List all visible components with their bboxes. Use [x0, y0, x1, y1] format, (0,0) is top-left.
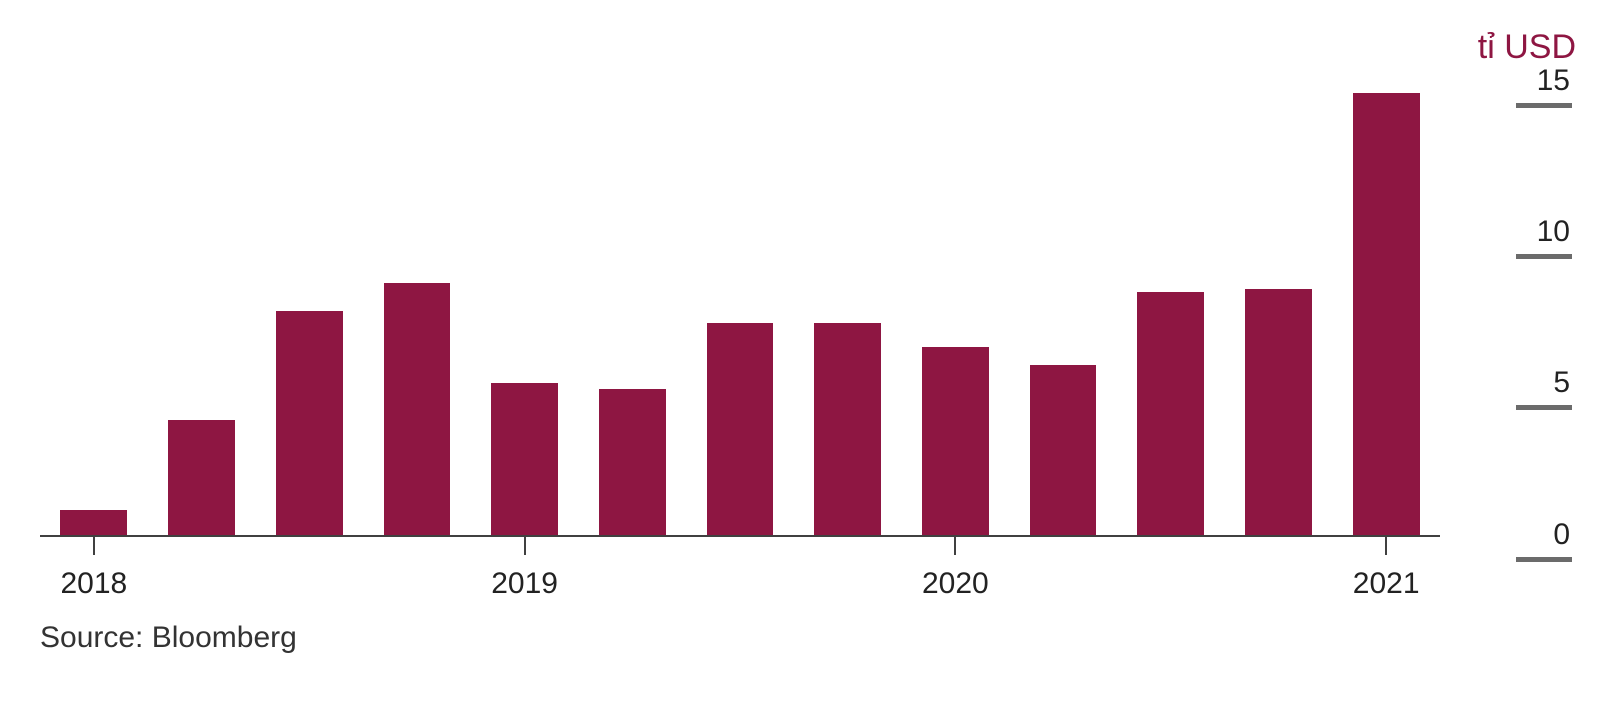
y-tick-label: 5	[1553, 366, 1570, 400]
bar	[1245, 289, 1312, 534]
bar	[1030, 365, 1097, 535]
bar	[384, 283, 451, 534]
y-tick-label: 15	[1537, 64, 1570, 98]
x-tick	[1385, 537, 1387, 555]
bar	[922, 347, 989, 535]
bar	[1353, 93, 1420, 535]
x-axis-label: 2020	[922, 567, 989, 601]
bar	[491, 383, 558, 534]
x-tick	[954, 537, 956, 555]
x-axis-label: 2021	[1353, 567, 1420, 601]
x-tick	[93, 537, 95, 555]
bar	[1137, 292, 1204, 534]
y-tick-label: 10	[1537, 215, 1570, 249]
y-tick-dash	[1516, 103, 1572, 108]
plot-area	[40, 20, 1440, 580]
bar	[276, 311, 343, 535]
source-attribution: Source: Bloomberg	[40, 621, 297, 655]
bar	[599, 389, 666, 534]
bar	[707, 323, 774, 535]
bar	[814, 323, 881, 535]
x-axis-baseline	[40, 535, 1440, 537]
y-tick-label: 0	[1553, 518, 1570, 552]
bar	[60, 510, 127, 534]
y-tick-dash	[1516, 254, 1572, 259]
y-tick-dash	[1516, 557, 1572, 562]
y-tick-dash	[1516, 405, 1572, 410]
x-axis-label: 2019	[491, 567, 558, 601]
x-axis-label: 2018	[60, 567, 127, 601]
x-tick	[524, 537, 526, 555]
bar	[168, 420, 235, 535]
y-axis-unit-label: tỉ USD	[1478, 28, 1576, 67]
bar-chart: tỉ USD 0 5 10 15 2018 2019 2020 2021 Source: B…	[0, 0, 1600, 728]
